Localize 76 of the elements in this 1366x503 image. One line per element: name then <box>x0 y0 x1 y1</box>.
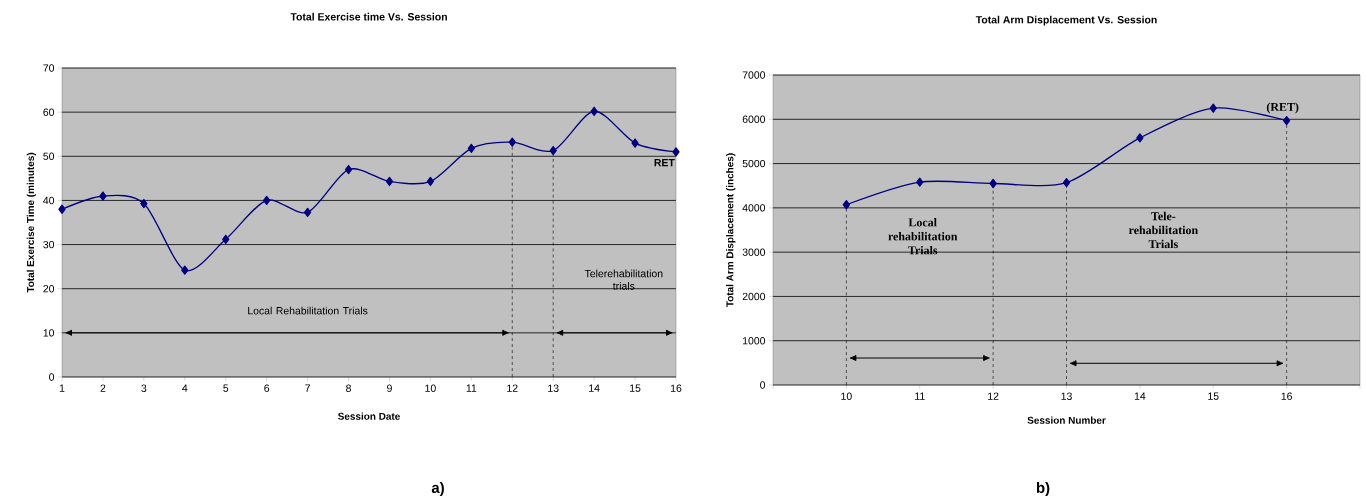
x-tick-label: 9 <box>387 384 392 392</box>
y-tick-label: 2000 <box>742 292 766 301</box>
annotation: Local Rehabilitation Trials <box>248 306 368 315</box>
x-tick-label: 10 <box>425 384 436 392</box>
y-axis-title: Total Arm Displacement (inches) <box>726 153 736 308</box>
point <box>58 204 66 214</box>
y-tick-label: 1000 <box>743 337 766 345</box>
x-tick-label: 7 <box>305 384 310 392</box>
x-tick-label: 12 <box>988 392 999 400</box>
point <box>916 177 924 187</box>
y-tick-label: 3000 <box>742 248 766 256</box>
x-tick-label: 13 <box>1061 392 1072 400</box>
point <box>181 265 189 275</box>
point <box>1136 133 1144 143</box>
point <box>344 164 353 175</box>
point <box>631 138 639 148</box>
x-tick-label: 2 <box>100 384 106 392</box>
x-tick-label: 13 <box>548 384 559 392</box>
chart-title: Total Exercise time Vs. Session <box>290 12 447 21</box>
annotation: Local rehabilitation Trials <box>888 218 958 255</box>
x-tick-label: 1 <box>59 384 65 392</box>
x-tick-label: 15 <box>1208 392 1219 400</box>
point <box>1282 115 1291 126</box>
y-tick-label: 0 <box>760 381 766 389</box>
point <box>1062 177 1071 188</box>
y-tick-label: 4000 <box>742 204 766 212</box>
x-axis-title: Session Date <box>338 412 400 420</box>
y-tick-label: 10 <box>43 329 55 337</box>
x-tick-label: 11 <box>466 384 477 392</box>
y-tick-label: 20 <box>43 285 55 293</box>
y-tick-label: 70 <box>43 64 55 72</box>
point <box>222 234 230 244</box>
point <box>385 176 394 187</box>
point <box>842 200 851 210</box>
annotation: Telerehabilitation trials <box>584 269 663 290</box>
x-tick-label: 12 <box>507 384 518 392</box>
x-tick-label: 11 <box>915 392 925 400</box>
point <box>672 147 680 157</box>
text: a) <box>431 482 444 496</box>
x-tick-label: 4 <box>182 384 188 392</box>
chart-title: Total Arm Displacement Vs. Session <box>975 15 1157 26</box>
x-tick-label: 8 <box>346 384 351 392</box>
point <box>467 143 475 153</box>
x-tick-label: 6 <box>264 384 270 392</box>
point <box>140 198 148 209</box>
point <box>426 176 435 187</box>
y-tick-label: 7000 <box>742 71 766 79</box>
point <box>303 207 312 217</box>
x-tick-label: 3 <box>141 384 147 392</box>
point <box>263 195 271 206</box>
text: b) <box>1036 482 1050 496</box>
x-tick-label: 16 <box>1281 392 1292 400</box>
annotation: RET <box>654 159 675 167</box>
point <box>590 106 598 116</box>
x-axis-title: Session Number <box>1027 416 1106 424</box>
point <box>549 145 557 156</box>
y-axis-title: Total Exercise Time (minutes) <box>26 152 36 293</box>
y-tick-label: 6000 <box>742 115 766 123</box>
y-tick-label: 50 <box>43 152 55 160</box>
x-tick-label: 14 <box>589 384 600 392</box>
x-tick-label: 16 <box>670 384 682 392</box>
y-tick-label: 40 <box>43 196 55 205</box>
x-tick-label: 10 <box>841 392 852 400</box>
y-tick-label: 5000 <box>742 159 766 168</box>
x-tick-label: 15 <box>630 384 641 392</box>
point <box>1209 103 1217 113</box>
x-tick-label: 5 <box>223 384 229 392</box>
annotation: (RET) <box>1266 102 1299 114</box>
annotation: Tele-rehabilitation Trials <box>1128 211 1198 249</box>
y-tick-label: 0 <box>49 373 55 381</box>
point <box>508 137 516 147</box>
y-tick-label: 30 <box>43 240 55 249</box>
point <box>99 191 107 201</box>
y-tick-label: 60 <box>43 108 55 116</box>
x-tick-label: 14 <box>1134 392 1146 400</box>
point <box>989 178 997 189</box>
